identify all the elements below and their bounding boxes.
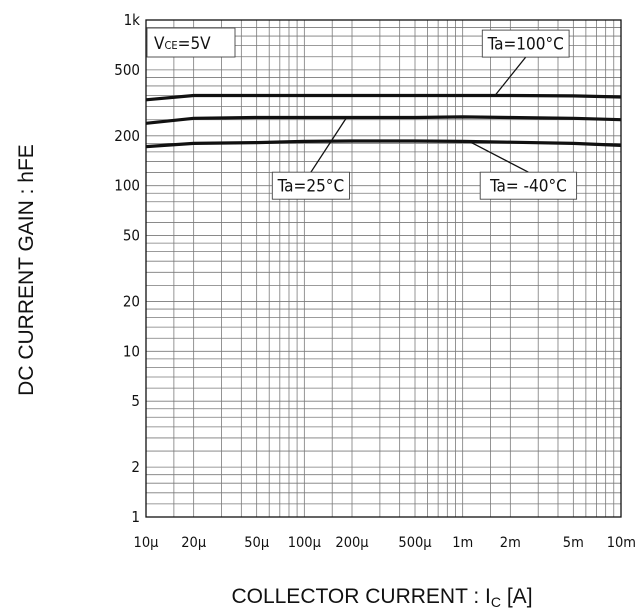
condition-label: VCE=5V: [154, 34, 211, 54]
y-tick-label: 1: [131, 508, 140, 526]
annotation-box: [271, 171, 350, 200]
annotation-leader: [468, 140, 529, 173]
x-tick-label: 10m: [607, 535, 636, 551]
annotation-leader: [494, 56, 527, 96]
annotation-box: [481, 29, 570, 58]
annotation-leader: [310, 117, 348, 173]
series-line-0: [145, 93, 622, 102]
y-axis-label: DC CURRENT GAIN : hFE: [15, 144, 38, 396]
y-tick-labels: 1 2 5 10 20 50 100 200 500 1k: [114, 11, 140, 526]
series-line-1: [145, 115, 622, 125]
condition-box: [146, 27, 236, 58]
annotation-box: [479, 171, 578, 200]
y-tick-label: 1k: [124, 11, 141, 29]
plot-frame: [145, 19, 622, 518]
x-tick-label: 500μ: [398, 535, 431, 551]
y-tick-label: 100: [114, 177, 140, 195]
y-tick-label: 200: [114, 127, 140, 145]
grid: [146, 20, 621, 517]
x-tick-label: 20μ: [181, 535, 206, 551]
x-tick-label: 5m: [563, 535, 584, 551]
x-tick-label: 10μ: [134, 535, 159, 551]
y-tick-label: 50: [123, 227, 140, 245]
y-tick-label: 5: [131, 392, 140, 410]
annotation-label: Ta=25°C: [277, 177, 345, 197]
x-tick-label: 200μ: [335, 535, 368, 551]
series-lines: [145, 93, 622, 149]
y-tick-label: 500: [114, 61, 140, 79]
x-tick-label: 2m: [500, 535, 521, 551]
x-axis-label: COLLECTOR CURRENT : IC [A]: [231, 585, 532, 610]
annotation-label: Ta= -40°C: [489, 177, 567, 197]
x-tick-label: 100μ: [288, 535, 321, 551]
y-tick-label: 20: [123, 293, 140, 311]
x-tick-label: 1m: [452, 535, 473, 551]
series-annotations: Ta=100°C Ta=25°C Ta= -40°C: [271, 29, 578, 200]
y-tick-label: 10: [123, 342, 140, 360]
annotation-label: Ta=100°C: [487, 35, 564, 55]
y-tick-label: 2: [131, 458, 140, 476]
x-tick-labels: 10μ 20μ 50μ 100μ 200μ 500μ 1m 2m 5m 10m: [134, 535, 636, 551]
x-tick-label: 50μ: [244, 535, 269, 551]
series-line-2: [145, 139, 622, 149]
